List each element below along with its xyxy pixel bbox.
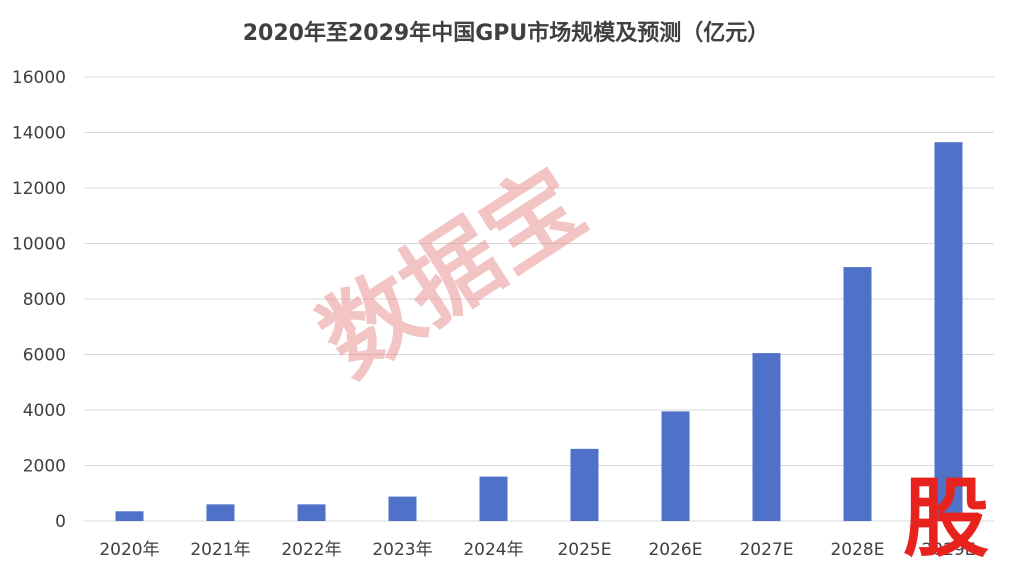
bar-series (115, 142, 963, 521)
bar-2025E (570, 448, 599, 521)
y-axis-ticks: 0 2000 4000 6000 8000 10000 12000 14000 16000 (12, 68, 66, 532)
y-tick-label: 6000 (23, 346, 66, 366)
bar-2021年 (206, 504, 235, 521)
y-tick-label: 4000 (23, 401, 66, 421)
x-tick-label: 2023年 (372, 540, 432, 560)
bar-2029E (934, 142, 963, 521)
x-tick-label: 2020年 (99, 540, 159, 560)
x-tick-label: 2024年 (463, 540, 523, 560)
x-tick-label: 2025E (557, 540, 611, 560)
x-axis-ticks: 2020年 2021年 2022年 2023年 2024年 2025E 2026E 2027E… (99, 540, 975, 560)
bar-2020年 (115, 511, 144, 521)
x-tick-label: 2022年 (281, 540, 341, 560)
bar-2023年 (388, 496, 417, 521)
watermark-text: 数据宝 (301, 147, 604, 398)
bar-2022年 (297, 504, 326, 521)
y-tick-label: 10000 (12, 235, 66, 255)
y-tick-label: 8000 (23, 290, 66, 310)
y-tick-label: 12000 (12, 179, 66, 199)
x-tick-label: 2029E (921, 540, 975, 560)
y-tick-label: 2000 (23, 457, 66, 477)
gridlines (84, 76, 994, 522)
brand-logo-text: 股 (903, 469, 989, 569)
y-tick-label: 14000 (12, 124, 66, 144)
x-tick-label: 2027E (739, 540, 793, 560)
bar-2027E (752, 353, 781, 521)
y-tick-label: 16000 (12, 68, 66, 88)
chart-title: 2020年至2029年中国GPU市场规模及预测（亿元） (243, 20, 770, 46)
bar-2026E (661, 411, 690, 521)
x-tick-label: 2026E (648, 540, 702, 560)
bar-2028E (843, 267, 872, 521)
brand-logo: 股 (903, 469, 989, 569)
y-tick-label: 0 (55, 512, 66, 532)
watermark-stamp: 数据宝 (301, 147, 604, 398)
x-tick-label: 2028E (830, 540, 884, 560)
bar-2024年 (479, 476, 508, 521)
x-tick-label: 2021年 (190, 540, 250, 560)
